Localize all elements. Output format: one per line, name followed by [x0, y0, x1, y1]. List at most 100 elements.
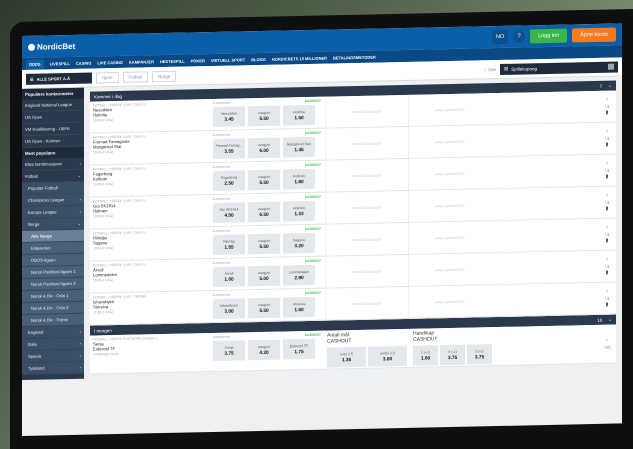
nav-item[interactable]: LIVESPILL	[49, 60, 70, 66]
more-markets-button[interactable]: › +22	[598, 325, 616, 363]
more-markets-button[interactable]: › +1 ▮	[598, 123, 616, 154]
calculator-icon[interactable]	[608, 63, 614, 70]
odds-button[interactable]: Storelva 1.60	[283, 296, 315, 318]
market-unavailable: IKKE TILGJENGELIG	[325, 286, 408, 320]
chevron-down-icon: ⌄	[77, 172, 81, 178]
stats-icon[interactable]: ▮	[605, 269, 609, 276]
odds-label: uavgjort	[257, 344, 271, 349]
nav-item[interactable]: NORDICBETS 10 MILLIONER	[271, 55, 328, 62]
nav-item[interactable]: LIVE CASINO	[97, 59, 123, 65]
sidebar-item-label: Populær Fotball	[28, 185, 58, 191]
match-winner-market: Kampvinner CASHOUT Årvoll 1.60 uavgjort 5.00 L…	[211, 257, 325, 290]
odds-button[interactable]: Nesodden 3.45	[213, 106, 245, 127]
nav-item[interactable]: BLOGG	[251, 56, 266, 62]
event-info[interactable]: FOTBALL / NORSK POSTNORD-LIGAEN 1 Senja …	[90, 333, 211, 374]
sidebar-item-label: Eliteserien	[31, 245, 51, 251]
event-info[interactable]: FOTBALL / NORSK 4.DIV - OSLO 2 Gui SK1914…	[90, 195, 211, 229]
more-markets-button[interactable]: › +1 ▮	[598, 155, 616, 186]
login-button[interactable]: Logg inn	[530, 28, 568, 44]
odds-button[interactable]: Manglerud Star 1.45	[283, 136, 315, 158]
event-info[interactable]: FOTBALL / NORSK 4.DIV - OSLO 2 Årvoll Lomm…	[90, 259, 211, 293]
odds-button[interactable]: Gui SK1914 4.50	[213, 202, 245, 223]
all-sports-button[interactable]: ☰ ALLE SPORT A-Å	[26, 72, 92, 85]
nav-item[interactable]: KAMPANJER	[128, 58, 154, 65]
odds-value: 1.55	[224, 245, 234, 251]
odds-button[interactable]: 1 (+1) 1.60	[413, 345, 438, 366]
event-info[interactable]: FOTBALL / NORSK 4.DIV - OSLO 1 Fagerborg K…	[90, 163, 211, 197]
stats-icon[interactable]: ▮	[605, 205, 609, 212]
odds-label: Sagene	[292, 237, 306, 242]
nav-item[interactable]: HESTESPILL	[159, 58, 185, 64]
more-markets-button[interactable]: › +1 ▮	[598, 187, 616, 218]
more-markets-button[interactable]: › +1 ▮	[598, 283, 616, 314]
open-account-button[interactable]: Åpne konto	[572, 27, 616, 43]
stats-icon[interactable]: ▮	[605, 173, 609, 180]
odds-button[interactable]: Fagerborg 2.50	[213, 170, 245, 191]
breadcrumb-fotball[interactable]: Fotball	[122, 70, 149, 83]
odds-button[interactable]: uavgjort 6.50	[248, 201, 280, 223]
odds-button[interactable]: under 2.5 3.00	[368, 345, 407, 367]
nav-item[interactable]: ODDS	[26, 59, 44, 69]
market-unavailable: IKKE TILGJENGELIG	[408, 93, 491, 126]
odds-button[interactable]: Senja 3.75	[213, 340, 245, 361]
sidebar-item-label: Alle Norge	[31, 233, 52, 239]
odds-button[interactable]: Fremad Famag... 3.55	[213, 138, 245, 159]
odds-button[interactable]: uavgjort 5.50	[248, 297, 280, 319]
odds-button[interactable]: Eidsvold TF 1.75	[283, 338, 315, 360]
odds-button[interactable]: Rilindja 1.55	[213, 234, 245, 255]
logo-text: NordicBet	[37, 41, 76, 52]
help-icon[interactable]: ?	[513, 30, 526, 43]
language-selector[interactable]: NO	[492, 29, 509, 45]
more-markets-button[interactable]: › +1 ▮	[598, 251, 616, 282]
stats-icon[interactable]: ▮	[605, 237, 609, 244]
more-markets-button[interactable]: › +1 ▮	[598, 91, 616, 122]
odds-button[interactable]: uavgjort 5.50	[248, 233, 280, 255]
odds-button[interactable]: Ishavsbyen 3.00	[213, 298, 245, 319]
odds-label: uavgjort	[257, 302, 271, 307]
more-markets-button[interactable]: › +1 ▮	[598, 219, 616, 250]
sidebar-item[interactable]: Tyskland ›	[22, 361, 84, 375]
stats-icon[interactable]: ▮	[605, 109, 609, 116]
odds-value: 1.36	[341, 357, 352, 363]
logo[interactable]: NordicBet	[28, 41, 75, 51]
chevron-right-icon: ›	[606, 337, 608, 344]
breadcrumb-norge[interactable]: Norge	[152, 70, 177, 82]
event-info[interactable]: FOTBALL / NORSK 4.DIV - OSLO 2 Rilindja Sa…	[90, 227, 211, 261]
odds-button[interactable]: uavgjort 4.20	[248, 339, 280, 361]
stats-icon[interactable]: ▮	[605, 141, 609, 148]
odds-button[interactable]: Sagene 3.20	[283, 232, 315, 254]
odds-button[interactable]: uavgjort 5.00	[248, 265, 280, 287]
odds-button[interactable]: 2 (-1) 3.75	[467, 344, 492, 365]
event-info[interactable]: FOTBALL / NORSK 4.DIV - TROMS Ishavsbyen S…	[90, 291, 211, 325]
logo-icon	[28, 43, 35, 51]
odds-button[interactable]: uavgjort 6.00	[248, 137, 280, 159]
sidebar-item-label: OBOS-ligaen	[31, 257, 56, 263]
odds-button[interactable]: Holmlia 1.50	[283, 104, 315, 126]
sidebar-item-label: Fotball	[25, 173, 38, 179]
odds-button[interactable]: Kolbotn 1.80	[283, 168, 315, 190]
odds-value: 5.00	[259, 276, 269, 282]
search-input[interactable]: ⌕ Søk	[483, 67, 496, 72]
breadcrumb-home[interactable]: Hjem	[96, 71, 119, 83]
odds-label: Nesodden	[221, 110, 237, 116]
event-info[interactable]: FOTBALL / NORSK 4.DIV - OSLO 1 Nesodden Ho…	[90, 99, 211, 133]
odds-label: uavgjort	[257, 174, 271, 179]
odds-button[interactable]: Årvoll 1.60	[213, 266, 245, 287]
odds-button[interactable]: uavgjort 5.50	[248, 105, 280, 127]
event-info[interactable]: FOTBALL / NORSK 4.DIV - OSLO 1 Fremad Fam…	[90, 131, 211, 165]
market-unavailable: IKKE TILGJENGELIG	[325, 222, 408, 256]
market-unavailable: IKKE TILGJENGELIG	[325, 254, 408, 288]
nav-item[interactable]: VIRTUELL SPORT	[210, 56, 246, 63]
odds-label: uavgjort	[257, 110, 271, 115]
nav-item[interactable]: CASINO	[75, 60, 92, 66]
stats-icon[interactable]: ▮	[605, 301, 609, 308]
odds-button[interactable]: Holmen 1.33	[283, 200, 315, 222]
nav-item[interactable]: BETALINGSMETODER	[333, 54, 376, 60]
sidebar: Populære konkurranser England National Le…	[22, 87, 84, 380]
odds-button[interactable]: Lommedalen 2.90	[283, 264, 315, 286]
odds-button[interactable]: uavgjort 5.50	[248, 169, 280, 191]
nav-item[interactable]: POKER	[190, 57, 205, 63]
odds-button[interactable]: X (-1) 3.75	[440, 344, 465, 366]
odds-button[interactable]: over 2.5 1.36	[327, 346, 366, 368]
bet-slip-button[interactable]: ▤ Spillekupong	[500, 61, 618, 75]
